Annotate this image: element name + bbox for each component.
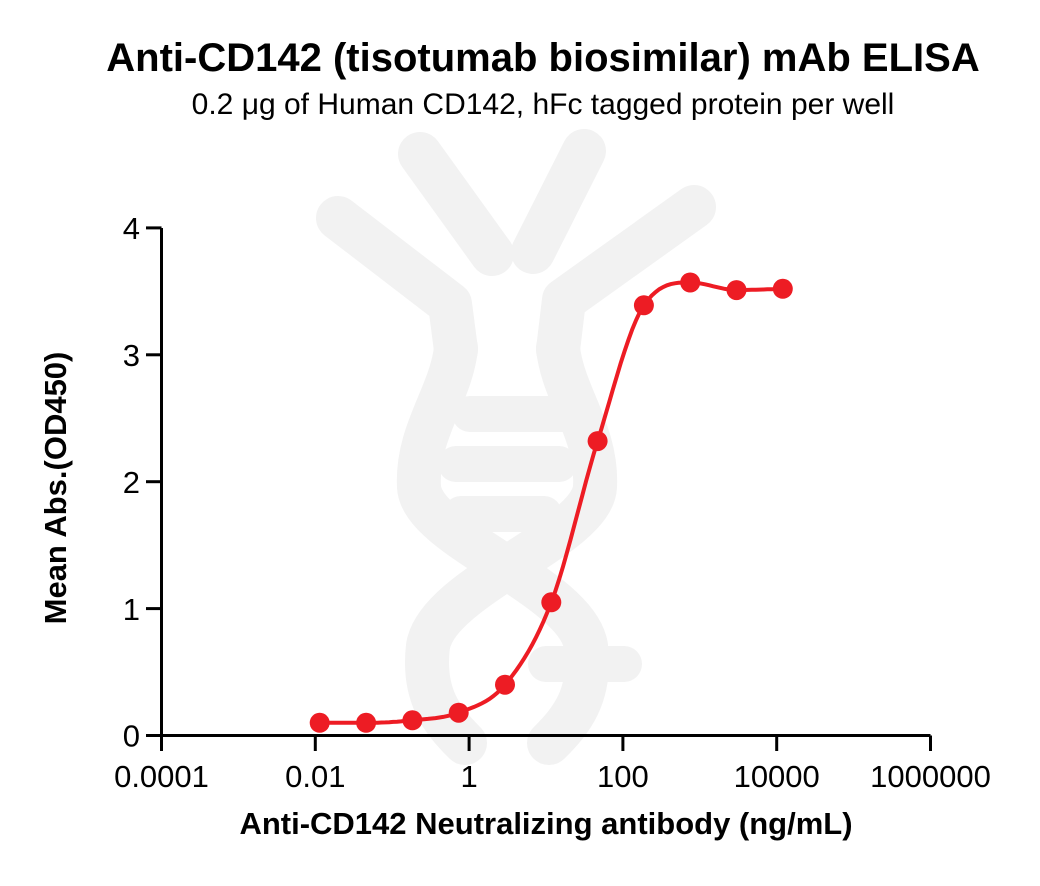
data-point bbox=[448, 702, 469, 723]
watermark-outer-left-arm bbox=[316, 196, 478, 372]
watermark-outer-right-arm bbox=[536, 185, 716, 372]
data-point bbox=[633, 295, 654, 316]
data-point bbox=[772, 278, 793, 299]
data-point bbox=[495, 674, 515, 695]
data-points bbox=[309, 272, 793, 733]
y-tick-label: 1 bbox=[123, 592, 140, 627]
data-point bbox=[356, 712, 377, 733]
watermark-inner-right-arm bbox=[511, 129, 606, 274]
x-tick-label: 1000000 bbox=[870, 759, 991, 794]
y-axis-ticks: 0 1 2 3 4 bbox=[123, 211, 162, 754]
watermark-inner-left-arm bbox=[398, 132, 514, 276]
data-point bbox=[309, 712, 330, 733]
data-point bbox=[680, 272, 701, 293]
x-axis-title: Anti-CD142 Neutralizing antibody (ng/mL) bbox=[239, 806, 853, 841]
y-tick-label: 4 bbox=[123, 211, 140, 246]
watermark-helix-strand-left bbox=[396, 326, 609, 765]
data-point bbox=[587, 431, 608, 452]
dna-antibody-watermark-rungs bbox=[438, 396, 642, 682]
x-tick-label: 10000 bbox=[734, 759, 820, 794]
y-tick-label: 0 bbox=[123, 719, 140, 754]
y-tick-label: 2 bbox=[123, 465, 140, 500]
x-tick-label: 100 bbox=[597, 759, 649, 794]
x-tick-label: 0.0001 bbox=[114, 759, 209, 794]
x-tick-label: 0.01 bbox=[285, 759, 345, 794]
chart-title: Anti-CD142 (tisotumab biosimilar) mAb EL… bbox=[106, 36, 980, 80]
data-point bbox=[726, 280, 747, 301]
x-tick-label: 1 bbox=[460, 759, 477, 794]
data-point bbox=[402, 710, 423, 731]
chart-subtitle: 0.2 μg of Human CD142, hFc tagged protei… bbox=[191, 88, 895, 121]
data-point bbox=[541, 592, 562, 613]
x-axis-ticks: 0.0001 0.01 1 100 10000 1000000 bbox=[114, 735, 991, 794]
y-tick-label: 3 bbox=[123, 338, 140, 373]
